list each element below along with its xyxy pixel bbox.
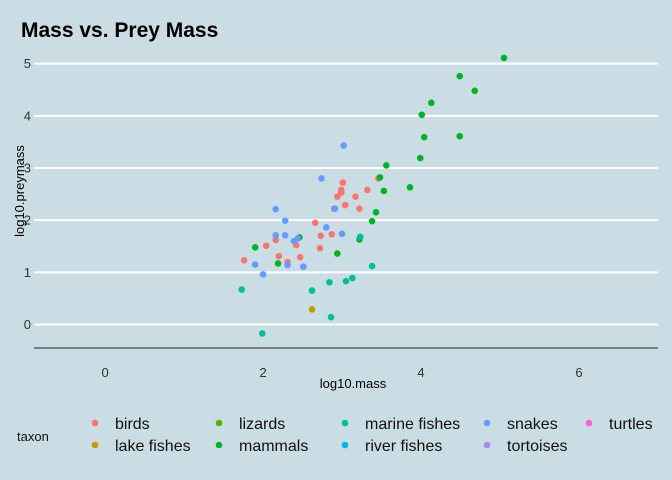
data-point-snakes: [259, 271, 267, 278]
data-point-mammals: [368, 217, 376, 225]
legend-key-mammals: [215, 441, 223, 449]
y-tick-label: 2: [24, 213, 31, 228]
y-tick-label: 5: [24, 56, 31, 71]
data-point-birds: [311, 219, 319, 227]
y-tick-label: 1: [24, 265, 31, 280]
data-point-mammals: [334, 250, 341, 257]
data-point-snakes: [272, 232, 280, 239]
y-tick-label: 4: [24, 108, 31, 123]
data-point-snakes: [294, 235, 302, 242]
data-point-marine-fishes: [238, 286, 246, 293]
legend-label-snakes: snakes: [507, 416, 558, 433]
legend: birds lake fishes lizards mammals marine fis…: [91, 416, 653, 455]
data-point-marine-fishes: [326, 278, 333, 286]
grid-lines: [34, 62, 658, 326]
data-point-birds: [339, 179, 347, 186]
data-point-marine-fishes: [258, 330, 266, 337]
data-point-birds: [341, 201, 349, 209]
data-point-snakes: [338, 230, 346, 238]
data-points: [238, 54, 508, 337]
chart-title: Mass vs. Prey Mass: [21, 19, 218, 42]
legend-label-lake-fishes: lake fishes: [115, 438, 191, 455]
data-point-birds: [296, 253, 304, 261]
legend-label-birds: birds: [115, 416, 150, 433]
data-point-birds: [364, 186, 371, 194]
data-point-birds: [316, 245, 324, 252]
x-tick-label: 0: [101, 365, 108, 380]
data-point-mammals: [428, 99, 435, 107]
data-point-birds: [328, 230, 336, 238]
data-point-birds: [337, 186, 345, 194]
data-point-mammals: [372, 209, 380, 216]
legend-key-marine-fishes: [341, 419, 349, 427]
data-point-snakes: [322, 224, 330, 231]
data-point-birds: [272, 236, 280, 244]
data-point-mammals: [382, 162, 390, 169]
legend-key-lake-fishes: [91, 441, 99, 449]
data-point-birds: [352, 193, 359, 200]
legend-key-birds: [91, 419, 99, 427]
y-axis-title: log10.preymass: [12, 145, 27, 237]
data-point-snakes: [340, 142, 347, 149]
data-point-mammals: [416, 154, 424, 162]
data-point-mammals: [420, 133, 428, 141]
data-point-mammals: [456, 72, 464, 80]
legend-title: taxon: [17, 429, 49, 444]
legend-key-snakes: [483, 419, 491, 427]
data-point-marine-fishes: [308, 287, 316, 294]
legend-key-river-fishes: [341, 441, 349, 449]
tick-labels: 0 1 2 3 4 5 0 2 4 6: [24, 56, 583, 380]
data-point-snakes: [318, 175, 325, 182]
data-point-snakes: [272, 205, 280, 213]
legend-label-marine-fishes: marine fishes: [365, 416, 460, 433]
data-point-snakes: [251, 261, 259, 268]
data-point-mammals: [251, 244, 259, 251]
data-point-marine-fishes: [342, 277, 350, 285]
x-axis-title: log10.mass: [320, 376, 387, 391]
data-point-snakes: [284, 261, 291, 269]
data-point-marine-fishes: [356, 233, 364, 241]
legend-key-turtles: [585, 419, 593, 427]
data-point-birds: [240, 257, 248, 264]
data-point-mammals: [406, 184, 414, 191]
legend-label-turtles: turtles: [609, 416, 653, 433]
data-point-birds: [262, 242, 270, 250]
data-point-mammals: [274, 260, 282, 267]
data-point-mammals: [380, 187, 388, 195]
data-point-mammals: [471, 87, 479, 95]
legend-key-tortoises: [483, 441, 491, 449]
x-tick-label: 2: [259, 365, 266, 380]
data-point-birds: [317, 232, 325, 240]
data-point-mammals: [418, 111, 426, 119]
legend-label-lizards: lizards: [239, 416, 285, 433]
y-tick-label: 0: [24, 317, 31, 332]
x-tick-label: 4: [417, 365, 424, 380]
data-point-lake-fishes: [308, 306, 316, 313]
data-point-marine-fishes: [349, 274, 356, 282]
data-point-marine-fishes: [368, 262, 376, 270]
data-point-snakes: [300, 263, 307, 270]
y-tick-label: 3: [24, 161, 31, 176]
x-tick-label: 6: [575, 365, 582, 380]
legend-label-mammals: mammals: [239, 438, 308, 455]
data-point-marine-fishes: [327, 313, 335, 321]
legend-label-tortoises: tortoises: [507, 438, 567, 455]
legend-label-river-fishes: river fishes: [365, 438, 442, 455]
data-point-snakes: [281, 217, 289, 224]
data-point-mammals: [500, 54, 508, 62]
data-point-mammals: [456, 132, 464, 140]
data-point-mammals: [376, 174, 384, 181]
data-point-snakes: [331, 205, 339, 212]
legend-key-lizards: [215, 419, 223, 427]
data-point-birds: [356, 205, 363, 212]
data-point-birds: [334, 193, 341, 200]
data-point-birds: [275, 252, 283, 260]
data-point-snakes: [281, 232, 289, 239]
